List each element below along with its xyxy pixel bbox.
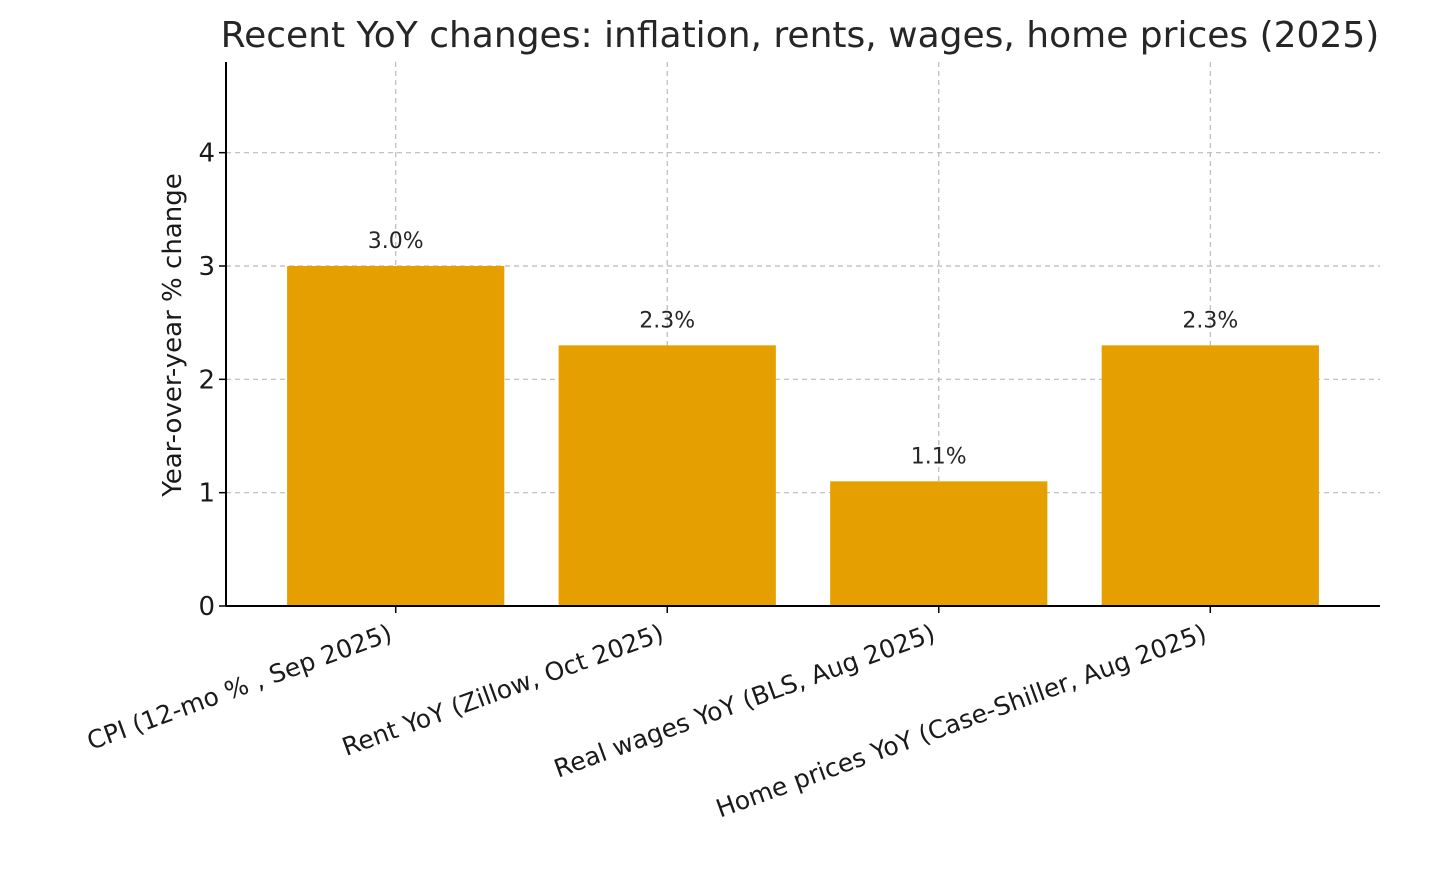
bar-data-label: 3.0% [368, 229, 424, 254]
bars [287, 266, 1319, 606]
bar-data-label: 2.3% [1182, 308, 1238, 333]
bar [558, 345, 776, 606]
y-tick-label: 1 [198, 479, 215, 509]
bar [287, 266, 505, 606]
chart-title: Recent YoY changes: inflation, rents, wa… [221, 15, 1380, 56]
bar-data-label: 2.3% [639, 308, 695, 333]
bar [1101, 345, 1319, 606]
y-tick-label: 0 [198, 592, 215, 622]
y-tick-label: 4 [198, 139, 215, 169]
x-tick-label: Home prices YoY (Case-Shiller, Aug 2025) [712, 618, 1210, 823]
x-ticks: CPI (12-mo % , Sep 2025)Rent YoY (Zillow… [83, 606, 1212, 823]
y-axis-label: Year-over-year % change [158, 173, 188, 497]
bar [830, 481, 1048, 606]
y-ticks: 0 1 2 3 4 [198, 139, 226, 622]
y-tick-label: 2 [198, 365, 215, 395]
y-tick-label: 3 [198, 252, 215, 282]
data-labels: 3.0% 2.3% 1.1% 2.3% [368, 229, 1238, 469]
bar-data-label: 1.1% [911, 444, 967, 469]
